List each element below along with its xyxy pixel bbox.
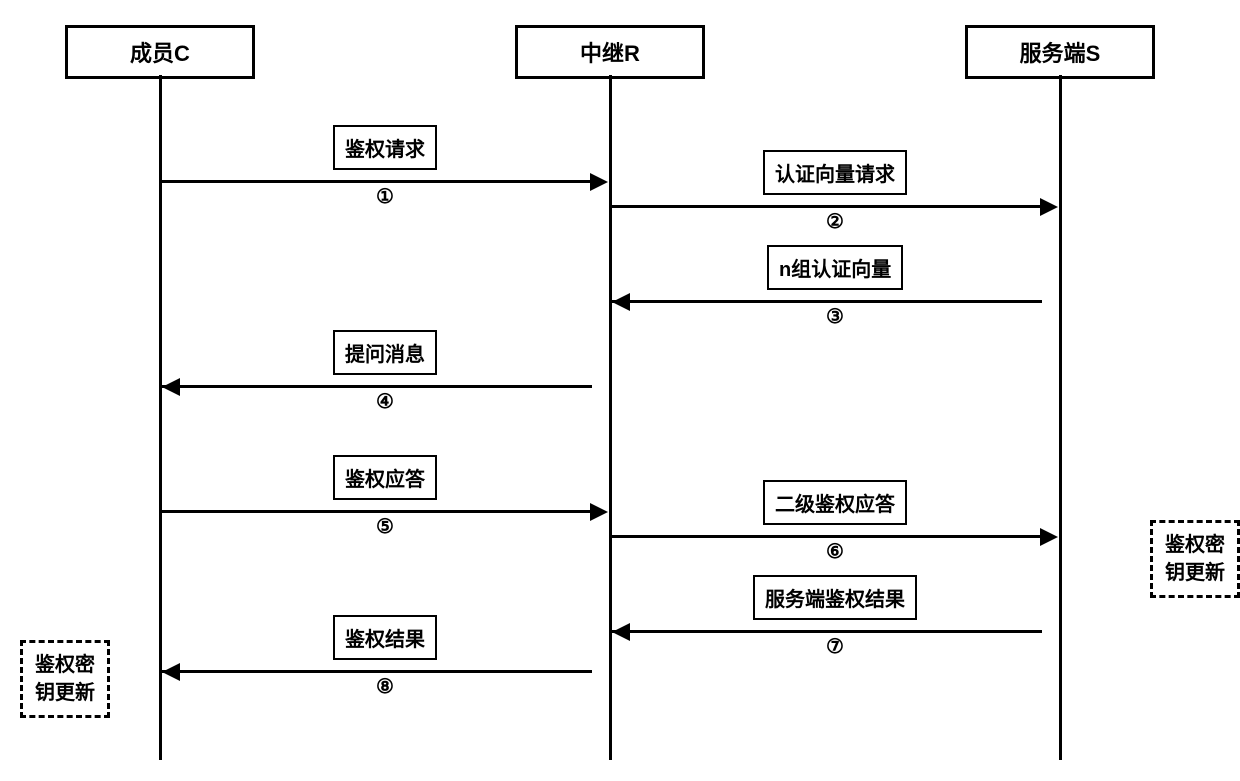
lifeline-r — [609, 75, 612, 760]
arrow-6 — [612, 535, 1042, 538]
msg-label-8: 鉴权结果 — [333, 615, 437, 660]
arrow-7 — [612, 630, 1042, 633]
step-num-3: ③ — [826, 304, 844, 329]
step-num-1: ① — [376, 184, 394, 209]
step-num-8: ⑧ — [376, 674, 394, 699]
arrow-3 — [612, 300, 1042, 303]
arrow-4 — [162, 385, 592, 388]
msg-label-2: 认证向量请求 — [763, 150, 907, 195]
arrowhead-5 — [590, 503, 608, 521]
arrowhead-7 — [612, 623, 630, 641]
arrow-8 — [162, 670, 592, 673]
msg-label-1: 鉴权请求 — [333, 125, 437, 170]
arrow-2 — [612, 205, 1042, 208]
msg-label-3: n组认证向量 — [767, 245, 903, 290]
lifeline-c — [159, 75, 162, 760]
actor-c-header: 成员C — [65, 25, 255, 79]
step-num-7: ⑦ — [826, 634, 844, 659]
arrow-5 — [162, 510, 592, 513]
msg-label-4: 提问消息 — [333, 330, 437, 375]
actor-r-header: 中继R — [515, 25, 705, 79]
arrowhead-3 — [612, 293, 630, 311]
arrow-1 — [162, 180, 592, 183]
dashed-s-update: 鉴权密钥更新 — [1150, 520, 1240, 598]
arrowhead-4 — [162, 378, 180, 396]
arrowhead-6 — [1040, 528, 1058, 546]
step-num-2: ② — [826, 209, 844, 234]
arrowhead-2 — [1040, 198, 1058, 216]
msg-label-5: 鉴权应答 — [333, 455, 437, 500]
msg-label-7: 服务端鉴权结果 — [753, 575, 917, 620]
arrowhead-1 — [590, 173, 608, 191]
step-num-5: ⑤ — [376, 514, 394, 539]
actor-s-header: 服务端S — [965, 25, 1155, 79]
dashed-c-update: 鉴权密钥更新 — [20, 640, 110, 718]
lifeline-s — [1059, 75, 1062, 760]
step-num-6: ⑥ — [826, 539, 844, 564]
arrowhead-8 — [162, 663, 180, 681]
sequence-diagram: 成员C 中继R 服务端S 鉴权请求 ① 认证向量请求 ② n组认证向量 ③ 提问消息 ④ 鉴权应答 ⑤ 二… — [20, 20, 1220, 760]
step-num-4: ④ — [376, 389, 394, 414]
msg-label-6: 二级鉴权应答 — [763, 480, 907, 525]
